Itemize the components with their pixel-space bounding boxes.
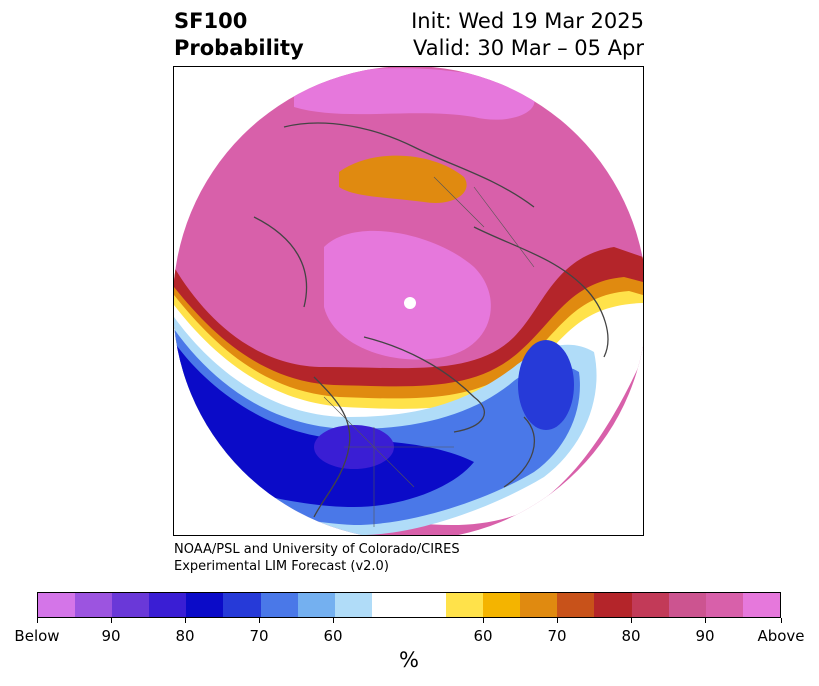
colorbar-tick (483, 618, 484, 623)
colorbar-segment (705, 593, 743, 617)
band-below-80 (174, 342, 474, 507)
colorbar-tick-label: Below (14, 627, 60, 645)
colorbar (37, 592, 781, 618)
colorbar-tick (111, 618, 112, 623)
colorbar-tick-label: 60 (323, 627, 343, 645)
colorbar-tick (781, 618, 782, 623)
colorbar-segment (742, 593, 780, 617)
colorbar-tick (37, 618, 38, 623)
eurasia-above-70 (339, 155, 467, 203)
chart-title: SF100 Probability (174, 8, 304, 62)
credit-line-1: NOAA/PSL and University of Colorado/CIRE… (174, 542, 460, 557)
borders (323, 176, 535, 527)
colorbar-tick-label: 70 (249, 627, 269, 645)
colorbar-tick-label: 70 (547, 627, 567, 645)
credit-line-2: Experimental LIM Forecast (v2.0) (174, 559, 389, 574)
init-date: Init: Wed 19 Mar 2025 (411, 9, 644, 33)
colorbar-tick (333, 618, 334, 623)
valid-range: Valid: 30 Mar – 05 Apr (413, 36, 644, 60)
colorbar-segment (112, 593, 150, 617)
colorbar-segment (557, 593, 595, 617)
colorbar-tick-label: 80 (175, 627, 195, 645)
colorbar-tick-label: Above (757, 627, 805, 645)
arctic-above-core (294, 68, 535, 120)
colorbar-segment (75, 593, 113, 617)
colorbar-segment (520, 593, 558, 617)
colorbar-tick (705, 618, 706, 623)
colorbar-tick-label: 90 (101, 627, 121, 645)
colorbar-segment (38, 593, 76, 617)
colorbar-tick-label: 60 (473, 627, 493, 645)
colorbar-segment (223, 593, 261, 617)
colorbar-segment (446, 593, 484, 617)
chart-dates: Init: Wed 19 Mar 2025 Valid: 30 Mar – 05… (411, 8, 644, 62)
map-panel (173, 66, 644, 536)
colorbar-segment (631, 593, 669, 617)
colorbar-tick (185, 618, 186, 623)
colorbar-segment (668, 593, 706, 617)
pole-above-core (324, 230, 491, 360)
colorbar-tick-label: 80 (621, 627, 641, 645)
colorbar-segment (186, 593, 224, 617)
polar-map (174, 67, 643, 535)
colorbar-segment (334, 593, 372, 617)
credit-text: NOAA/PSL and University of Colorado/CIRE… (174, 541, 460, 575)
colorbar-tick (259, 618, 260, 623)
title-quantity: Probability (174, 36, 304, 60)
atlantic-below-core (518, 340, 574, 430)
colorbar-tick-label: 90 (695, 627, 715, 645)
colorbar-segment (149, 593, 187, 617)
colorbar-unit: % (399, 648, 419, 672)
colorbar-segment (260, 593, 298, 617)
colorbar-segment (297, 593, 335, 617)
colorbar-segment (483, 593, 521, 617)
north-pole-mask (404, 297, 416, 309)
title-variable: SF100 (174, 9, 248, 33)
colorbar-segment (371, 593, 447, 617)
colorbar-tick (557, 618, 558, 623)
colorbar-tick (631, 618, 632, 623)
colorbar-segment (594, 593, 632, 617)
